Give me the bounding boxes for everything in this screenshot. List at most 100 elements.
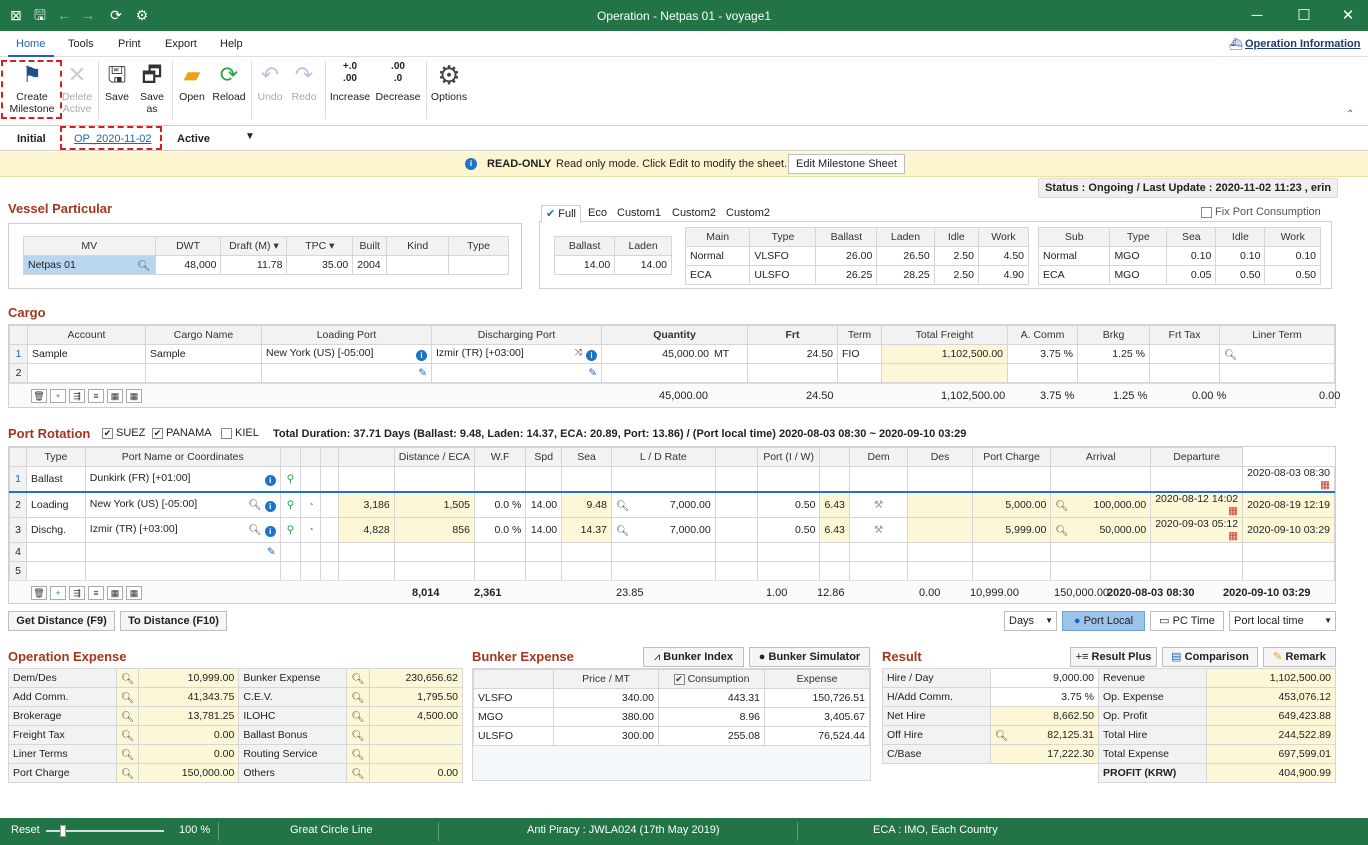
menu-home[interactable]: Home (16, 38, 46, 50)
kind-cell[interactable] (386, 255, 450, 275)
search-icon[interactable]: 🔍︎ (1055, 524, 1069, 537)
ld-rate-cell[interactable]: 🔍︎ 7,000.00 (610, 491, 716, 518)
weather-factor-cell[interactable]: 0.0 % (473, 491, 527, 518)
bunker-index-button[interactable]: ⩘ Bunker Index (643, 647, 744, 667)
departure-cell[interactable] (1242, 561, 1335, 581)
port-name-cell[interactable]: Izmir (TR) [+03:00] i 🔍︎ (84, 517, 281, 543)
map-pin-icon[interactable]: ⚲ (286, 499, 295, 511)
table-row[interactable]: 3 Dischg. Izmir (TR) [+03:00] i 🔍︎ ⚲ ◔ 4,828 856… (8, 517, 1335, 543)
port-charge-cell[interactable] (1050, 561, 1152, 581)
insert-row-icon[interactable]: ≡ (88, 389, 104, 403)
arrival-cell[interactable] (1150, 466, 1244, 493)
split-row-icon[interactable]: ⇶ (69, 389, 85, 403)
dem-cell[interactable] (907, 491, 973, 518)
dem-cell[interactable] (907, 517, 973, 543)
delete-row-icon[interactable]: 🗑 (31, 586, 47, 600)
port-work-cell[interactable] (819, 542, 850, 562)
info-icon[interactable]: i (416, 350, 427, 361)
freight-rate-cell[interactable]: 24.50 (747, 344, 838, 364)
comparison-button[interactable]: ▤ Comparison (1162, 647, 1258, 667)
gauge-cell[interactable] (300, 561, 322, 581)
opex-search-cell[interactable]: 🔍︎ (115, 725, 140, 745)
draft-cell[interactable]: 11.78 (220, 255, 288, 275)
speed-cell[interactable] (525, 561, 563, 581)
tpc-cell[interactable]: 35.00 (286, 255, 354, 275)
port-idle-cell[interactable] (756, 561, 821, 581)
reload-button[interactable]: ⟳ Reload (211, 61, 247, 103)
edit-pencil-icon[interactable]: ✎ (261, 363, 432, 383)
port-charge-cell[interactable] (1050, 466, 1152, 493)
sub-cons-cell[interactable]: 0.10 (1166, 246, 1217, 266)
reload-quick-icon[interactable]: ⟳ (110, 7, 122, 23)
menu-print[interactable]: Print (118, 38, 141, 50)
weather-factor-cell[interactable]: 0.0 % (473, 517, 527, 543)
type-cell[interactable]: Dischg. (26, 517, 86, 543)
ld-rate-cell[interactable]: 🔍︎ 7,000.00 (610, 517, 716, 543)
type-cell[interactable] (26, 542, 86, 562)
port-idle-cell[interactable]: 0.50 (756, 491, 821, 518)
time-mode-select[interactable]: Port local time ▼ (1229, 611, 1336, 631)
add-row-icon[interactable]: + (50, 389, 66, 403)
table-row[interactable]: ULSFO 300.00 255.08 76,524.44 (473, 726, 870, 746)
port-local-button[interactable]: ● Port Local (1062, 611, 1145, 631)
search-icon[interactable]: 🔍︎ (121, 710, 135, 723)
search-icon[interactable]: 🔍︎ (995, 729, 1009, 742)
search-icon[interactable]: 🔍︎ (1224, 348, 1238, 361)
distance-cell[interactable] (338, 561, 395, 581)
search-icon[interactable]: 🔍︎ (351, 672, 365, 685)
built-cell[interactable]: 2004 (352, 255, 388, 275)
des-cell[interactable] (971, 561, 1052, 581)
gauge-cell[interactable]: ◔ (300, 517, 322, 543)
account-cell[interactable]: Sample (27, 344, 146, 364)
opex-search-cell[interactable]: 🔍︎ (346, 668, 370, 688)
bunker-cell[interactable]: 380.00 (553, 707, 659, 727)
add-row-icon[interactable]: + (50, 586, 66, 600)
grid-alt-icon[interactable]: ▦ (126, 389, 142, 403)
close-button[interactable]: ✕ (1341, 7, 1355, 24)
tab-speed-custom2[interactable]: Custom2 (672, 207, 717, 219)
pin-cell[interactable]: ⚲ (279, 517, 302, 543)
remark-button[interactable]: ✎ Remark (1263, 647, 1336, 667)
distance-cell[interactable] (338, 466, 395, 493)
increase-button[interactable]: +.0 .00 Increase (328, 61, 372, 103)
dwt-cell[interactable]: 48,000 (154, 255, 222, 275)
speed-cell[interactable] (525, 466, 563, 493)
col-header[interactable]: Draft (M) ▾ (220, 236, 288, 256)
eca-cell[interactable]: 1,505 (393, 491, 475, 518)
suez-checkbox[interactable]: ✔ SUEZ (102, 427, 145, 439)
port-work-cell[interactable]: 6.43 (819, 517, 850, 543)
grid-icon[interactable]: ▦ (107, 389, 123, 403)
decrease-button[interactable]: .00 .0 Decrease (374, 61, 422, 103)
search-icon[interactable]: 🔍︎ (137, 259, 151, 272)
crane-icon[interactable]: ⚒ (873, 524, 884, 536)
opex-search-cell[interactable]: 🔍︎ (115, 763, 140, 783)
pc-time-button[interactable]: ▭ PC Time (1150, 611, 1224, 631)
speed-cell[interactable] (525, 542, 563, 562)
grid-icon[interactable]: ▦ (107, 586, 123, 600)
opex-search-cell[interactable]: 🔍︎ (115, 706, 140, 726)
liner-term-cell[interactable]: 🔍︎ (1219, 344, 1335, 364)
mv-cell[interactable]: Netpas 01 🔍︎ (23, 255, 156, 275)
search-icon[interactable]: 🔍︎ (248, 499, 262, 511)
fix-port-consumption[interactable]: Fix Port Consumption (1201, 206, 1321, 218)
edit-pencil-icon[interactable]: ✎ (431, 363, 602, 383)
port-charge-cell[interactable]: 🔍︎ 100,000.00 (1050, 491, 1152, 518)
info-icon[interactable]: i (264, 501, 276, 512)
port-idle-cell[interactable] (756, 542, 821, 562)
menu-help[interactable]: Help (220, 38, 243, 50)
split-row-icon[interactable]: ⇶ (69, 586, 85, 600)
table-row[interactable]: 5 (8, 561, 1335, 581)
eca-cell[interactable]: 856 (393, 517, 475, 543)
search-icon[interactable]: 🔍︎ (615, 499, 630, 512)
weather-factor-cell[interactable] (473, 542, 527, 562)
gauge-icon[interactable]: ◔ (307, 499, 314, 511)
get-distance-button[interactable]: Get Distance (F9) (8, 611, 115, 631)
weather-factor-cell[interactable] (473, 561, 527, 581)
delete-active-button[interactable]: ✕ Delete Active (60, 61, 94, 115)
bunker-simulator-button[interactable]: ● Bunker Simulator (749, 647, 870, 667)
tab-speed-custom3[interactable]: Custom2 (726, 207, 771, 219)
search-icon[interactable]: 🔍︎ (615, 524, 630, 537)
table-row[interactable]: VLSFO 340.00 443.31 150,726.51 (473, 688, 870, 708)
main-cons-cell[interactable]: 26.50 (876, 246, 935, 266)
search-icon[interactable]: 🔍︎ (351, 710, 365, 723)
